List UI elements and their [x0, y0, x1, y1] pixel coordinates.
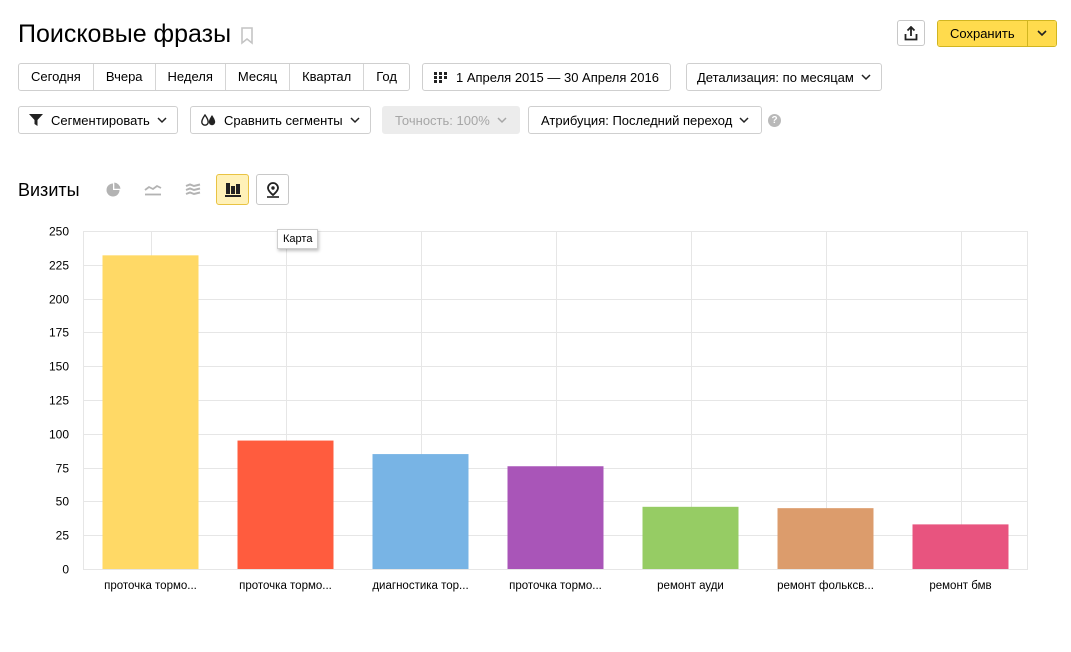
calendar-icon — [434, 71, 448, 83]
bar-chart: 0 25 50 75 100 125 150 175 200 225 250 проточка то… — [0, 218, 1071, 608]
share-button[interactable] — [897, 20, 925, 46]
compare-drops-icon — [201, 113, 216, 127]
chevron-down-icon — [157, 116, 167, 124]
bar[interactable] — [372, 454, 469, 569]
page-title: Поисковые фразы — [18, 20, 232, 48]
segment-label: Сегментировать — [51, 112, 150, 128]
chart-title: Визиты — [18, 180, 80, 200]
x-tick-label: ремонт фольксв... — [777, 580, 874, 592]
date-range-button[interactable]: 1 Апреля 2015 — 30 Апреля 2016 — [422, 63, 671, 91]
bar[interactable] — [777, 508, 874, 569]
period-month[interactable]: Месяц — [226, 64, 291, 90]
chevron-down-icon — [739, 116, 749, 124]
date-range-label: 1 Апреля 2015 — 30 Апреля 2016 — [456, 69, 659, 85]
chart-type-tooltip: Карта — [277, 229, 319, 249]
period-quarter[interactable]: Квартал — [290, 64, 365, 90]
x-tick-label: проточка тормо... — [104, 580, 197, 592]
period-week[interactable]: Неделя — [156, 64, 226, 90]
chart-type-map[interactable] — [256, 174, 289, 205]
period-yesterday[interactable]: Вчера — [94, 64, 156, 90]
chart-type-area[interactable] — [176, 174, 209, 205]
y-tick-label: 200 — [49, 293, 69, 307]
y-tick-label: 25 — [56, 529, 70, 543]
y-tick-label: 100 — [49, 428, 69, 442]
chart-type-pie[interactable] — [96, 174, 129, 205]
help-icon[interactable]: ? — [768, 114, 781, 127]
accuracy-select[interactable]: Точность: 100% — [382, 106, 520, 134]
y-tick-label: 50 — [56, 495, 70, 509]
y-tick-label: 75 — [56, 462, 70, 476]
detalization-select[interactable]: Детализация: по месяцам — [686, 63, 882, 91]
segment-button[interactable]: Сегментировать — [18, 106, 178, 134]
chart-type-bar[interactable] — [216, 174, 249, 205]
chevron-down-icon — [497, 116, 507, 124]
x-tick-label: диагностика тор... — [372, 580, 468, 592]
compare-segments-button[interactable]: Сравнить сегменты — [190, 106, 371, 134]
x-tick-label: ремонт бмв — [929, 580, 991, 592]
save-button-group: Сохранить — [937, 20, 1057, 47]
x-tick-label: ремонт ауди — [657, 580, 724, 592]
bar[interactable] — [507, 466, 604, 569]
bar[interactable] — [642, 506, 739, 569]
attribution-label: Атрибуция: Последний переход — [541, 112, 733, 128]
bar[interactable] — [912, 524, 1009, 569]
pie-chart-icon — [106, 182, 120, 196]
y-tick-label: 0 — [62, 563, 69, 577]
y-tick-label: 125 — [49, 394, 69, 408]
x-tick-label: проточка тормо... — [239, 580, 332, 592]
bar-chart-icon — [224, 183, 241, 197]
bar[interactable] — [237, 440, 334, 569]
y-tick-label: 250 — [49, 225, 69, 239]
y-tick-label: 225 — [49, 259, 69, 273]
line-chart-icon — [143, 184, 161, 195]
save-dropdown-button[interactable] — [1027, 21, 1056, 46]
chevron-down-icon — [1037, 30, 1047, 37]
map-pin-icon — [266, 181, 279, 198]
chevron-down-icon — [861, 73, 871, 81]
save-button[interactable]: Сохранить — [938, 21, 1028, 46]
bar[interactable] — [102, 255, 199, 569]
x-tick-label: проточка тормо... — [509, 580, 602, 592]
chart-canvas: 0 25 50 75 100 125 150 175 200 225 250 проточка то… — [49, 225, 1028, 592]
period-selector: Сегодня Вчера Неделя Месяц Квартал Год — [18, 63, 410, 91]
accuracy-label: Точность: 100% — [395, 112, 490, 128]
detalization-label: Детализация: по месяцам — [697, 69, 854, 85]
period-today[interactable]: Сегодня — [19, 64, 94, 90]
chart-type-line[interactable] — [136, 174, 169, 205]
filter-icon — [29, 114, 43, 126]
bookmark-icon[interactable] — [240, 27, 254, 45]
attribution-select[interactable]: Атрибуция: Последний переход — [528, 106, 763, 134]
compare-segments-label: Сравнить сегменты — [224, 112, 343, 128]
share-icon — [904, 25, 918, 40]
chevron-down-icon — [350, 116, 360, 124]
y-tick-label: 175 — [49, 326, 69, 340]
y-tick-label: 150 — [49, 360, 69, 374]
area-chart-icon — [185, 182, 200, 195]
period-year[interactable]: Год — [376, 69, 397, 84]
